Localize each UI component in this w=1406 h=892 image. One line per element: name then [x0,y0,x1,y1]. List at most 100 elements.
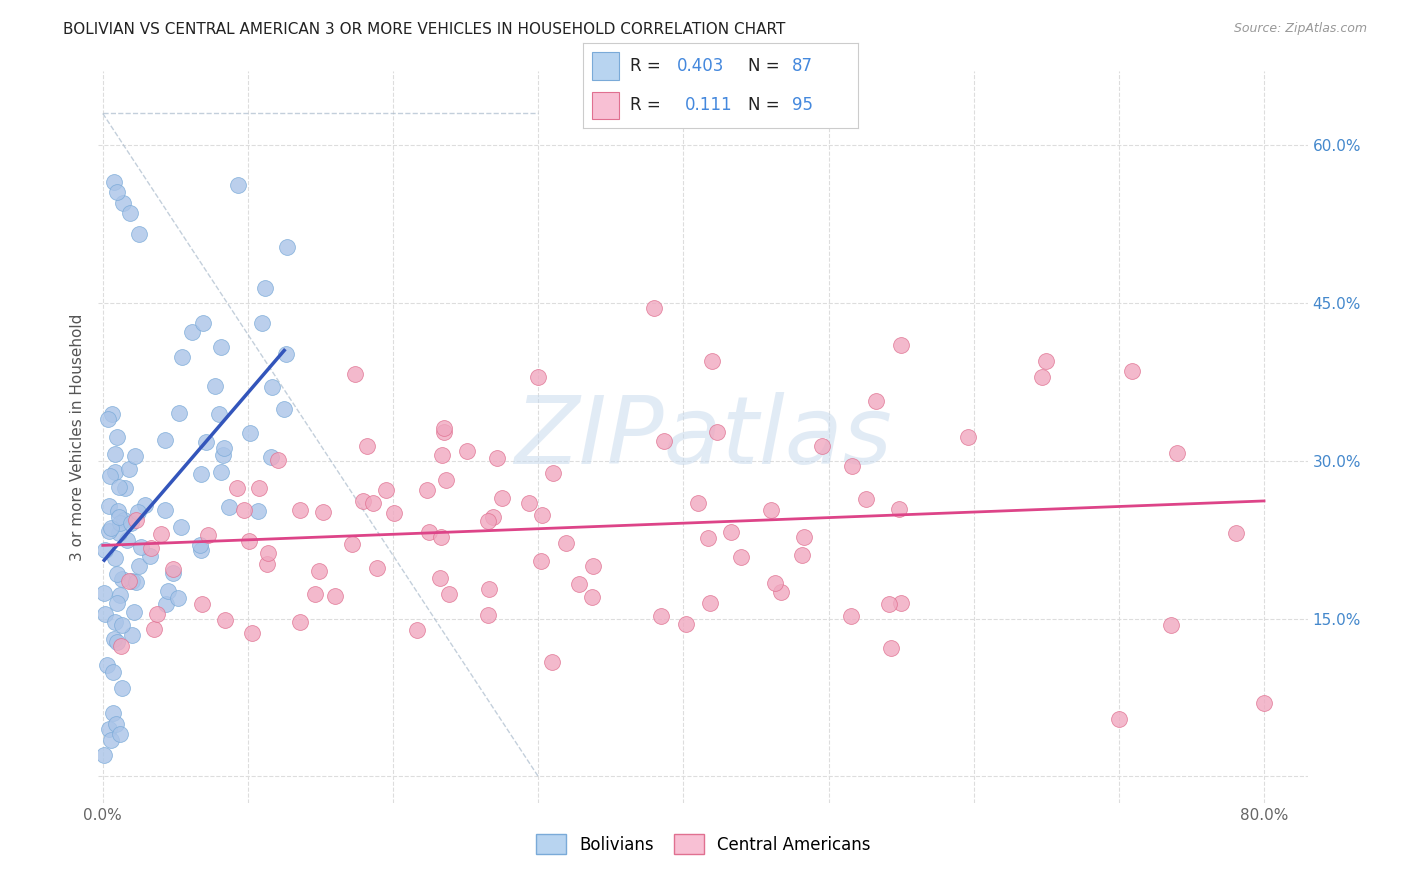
Point [98,469,121,483]
Point [675,616,697,631]
Point [839,609,862,624]
Point [260,380,283,394]
Point [129,541,152,555]
Text: 95: 95 [792,96,813,114]
Point [865,394,887,409]
Point [530,554,553,568]
Point [167,591,190,605]
Point [1108,712,1130,726]
Text: R =: R = [630,96,671,114]
Point [730,550,752,565]
Point [111,681,134,695]
Point [879,597,901,611]
Point [706,425,728,439]
Point [111,618,134,632]
Point [530,508,553,522]
Point [304,587,326,601]
Point [491,491,513,505]
Point [118,574,141,589]
Point [890,338,912,352]
Point [98,499,121,513]
Point [323,589,346,603]
Point [363,496,385,510]
Point [720,525,742,540]
Point [702,353,724,368]
Point [128,227,150,242]
Y-axis label: 3 or more Vehicles in Household: 3 or more Vehicles in Household [70,313,86,561]
Point [100,732,122,747]
Point [93,607,115,622]
Point [366,561,388,575]
Point [97,524,120,538]
Point [485,450,508,465]
Point [527,369,550,384]
Point [226,481,249,495]
Point [253,281,276,295]
Point [162,566,184,580]
Point [238,534,260,549]
Point [110,516,132,531]
Point [482,510,505,524]
Point [352,493,374,508]
Point [519,496,541,510]
Point [112,512,135,526]
Point [142,622,165,636]
Point [103,175,125,189]
Point [105,596,128,610]
Point [139,541,162,555]
Point [167,406,190,420]
Point [1166,446,1188,460]
Point [121,628,143,642]
Point [811,439,834,453]
Point [190,543,212,558]
Point [1121,364,1143,378]
Point [433,421,456,435]
Point [118,462,141,476]
Point [1253,696,1275,710]
Point [214,613,236,627]
Point [1225,526,1247,541]
Point [97,722,120,736]
Point [456,444,478,458]
Point [127,504,149,518]
Point [111,572,134,586]
Point [267,453,290,467]
Point [108,526,131,541]
Point [104,615,127,630]
Text: 87: 87 [792,57,813,75]
Point [477,608,499,623]
Point [128,558,150,573]
Point [190,467,212,481]
Point [288,503,311,517]
Point [139,549,162,564]
Point [125,513,148,527]
Point [153,503,176,517]
Text: 0.403: 0.403 [676,57,724,75]
Point [416,483,439,497]
Point [880,640,903,655]
Point [121,574,143,588]
Point [104,550,127,565]
Point [342,536,364,550]
Point [437,587,460,601]
Legend: Bolivians, Central Americans: Bolivians, Central Americans [529,828,877,860]
Point [108,727,131,741]
Point [125,574,148,589]
Point [101,706,124,721]
Point [770,584,793,599]
Point [156,583,179,598]
Point [120,206,142,220]
Bar [592,53,619,79]
Point [763,575,786,590]
Point [104,447,127,461]
Point [260,450,283,464]
Point [430,530,453,544]
Point [274,346,297,360]
Point [1035,353,1057,368]
Point [180,325,202,339]
Point [101,665,124,679]
Point [239,425,262,440]
Point [197,527,219,541]
Point [541,656,564,670]
Point [312,505,335,519]
